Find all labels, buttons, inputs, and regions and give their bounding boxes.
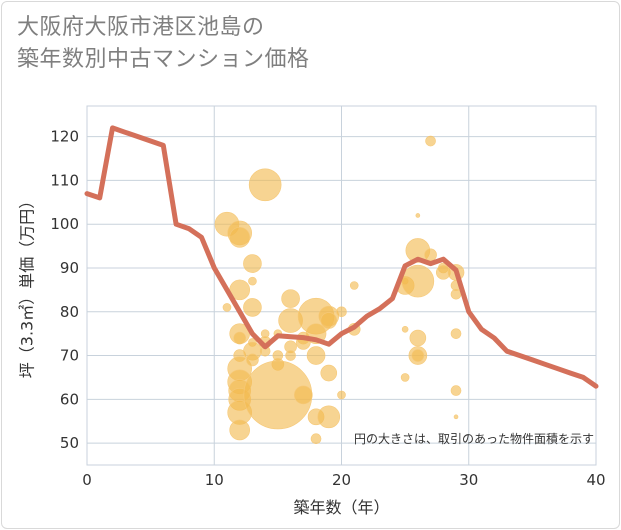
bubble-1 <box>222 303 232 312</box>
y-tick-label-3: 80 <box>60 303 79 321</box>
y-axis-label: 坪（3.3㎡）単価（万円） <box>18 193 37 378</box>
bubble-54 <box>401 264 435 298</box>
bubble-19 <box>246 353 259 367</box>
bubble-57 <box>411 349 425 362</box>
x-axis-label: 築年数（年） <box>293 498 389 517</box>
bubble-41 <box>320 312 338 329</box>
title-line-2: 築年数別中古マンション価格 <box>17 47 310 72</box>
title-line-1: 大阪府大阪市港区池島の <box>17 15 265 40</box>
bubble-58 <box>425 135 436 147</box>
y-tick-label-6: 110 <box>50 171 79 189</box>
y-tick-label-5: 100 <box>50 215 79 233</box>
bubble-51 <box>400 373 410 382</box>
bubble-43 <box>317 405 341 429</box>
bubble-37 <box>306 346 326 365</box>
bubble-67 <box>453 414 459 420</box>
bubble-65 <box>450 328 462 339</box>
y-tick-label-4: 90 <box>60 259 79 277</box>
x-tick-label-1: 10 <box>205 471 224 489</box>
y-tick-label-1: 60 <box>60 390 79 408</box>
bubble-14 <box>243 254 262 273</box>
bubble-size-note: 円の大きさは、取引のあった物件面積を示す <box>354 431 594 446</box>
bubble-13 <box>229 419 250 441</box>
x-tick-label-4: 40 <box>586 471 605 489</box>
bubble-31 <box>285 350 296 361</box>
chart-title: 大阪府大阪市港区池島の 築年数別中古マンション価格 <box>17 12 310 76</box>
bubble-59 <box>424 248 437 262</box>
bubble-64 <box>450 288 462 300</box>
x-tick-label-3: 30 <box>459 471 478 489</box>
bubble-45 <box>337 390 346 400</box>
y-tick-label-7: 120 <box>50 128 79 146</box>
y-tick-label-0: 50 <box>60 434 79 452</box>
bubble-6 <box>233 331 246 345</box>
bubble-20 <box>248 168 282 202</box>
tick-labels: 0 10 20 30 40 50 60 70 80 90 100 110 120 <box>50 128 605 489</box>
average-line-layer <box>84 125 599 389</box>
bubble-39 <box>310 433 322 445</box>
bubble-66 <box>450 385 462 396</box>
x-tick-label-0: 0 <box>82 471 92 489</box>
bubble-15 <box>248 276 257 286</box>
bubble-layer <box>214 135 465 445</box>
bubble-42 <box>320 364 338 382</box>
bubble-16 <box>243 298 262 317</box>
bubble-3 <box>229 227 250 248</box>
bubble-52 <box>415 213 421 218</box>
y-tick-label-2: 70 <box>60 347 79 365</box>
x-tick-label-2: 20 <box>332 471 351 489</box>
average-price-line <box>84 125 599 389</box>
bubble-50 <box>401 325 409 333</box>
bubble-55 <box>409 329 427 347</box>
bubble-44 <box>336 306 347 318</box>
bubble-28 <box>281 289 300 308</box>
bubble-46 <box>349 281 359 290</box>
bubble-34 <box>294 385 313 405</box>
grid-lines <box>86 105 597 466</box>
